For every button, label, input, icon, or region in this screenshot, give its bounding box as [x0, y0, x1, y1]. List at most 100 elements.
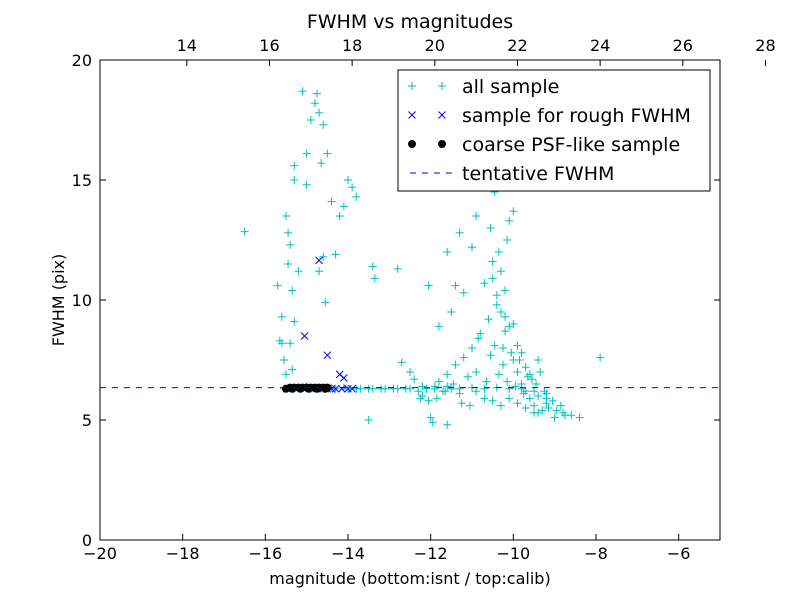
- point-s0-145: [441, 387, 450, 396]
- point-s0-27: [335, 212, 344, 220]
- point-s0-179: [542, 389, 551, 398]
- point-s0-83: [476, 329, 485, 338]
- x-tick-label: −20: [83, 544, 117, 563]
- point-s0-133: [494, 370, 503, 379]
- point-s0-169: [418, 382, 427, 391]
- point-s0-21: [319, 120, 328, 129]
- point-s0-43: [443, 420, 452, 429]
- point-s0-10: [290, 161, 299, 170]
- point-s0-25: [327, 197, 336, 206]
- point-s0-35: [393, 264, 402, 273]
- point-s0-11: [294, 267, 303, 276]
- point-s0-100: [501, 312, 510, 321]
- point-s0-36: [397, 358, 406, 367]
- point-s0-58: [496, 308, 505, 316]
- point-s0-140: [490, 341, 499, 350]
- point-s0-44: [434, 322, 443, 331]
- point-s0-13: [302, 180, 311, 189]
- axes: −20 −18 −16 −14 −12 −10 −8 −6 0 5 10 15 20 14 16 18 20 22…: [72, 36, 776, 563]
- point-s0-107: [463, 372, 472, 381]
- legend-marker-1b: [438, 111, 446, 119]
- point-s0-46: [451, 281, 460, 290]
- top-tick-label: 14: [177, 36, 197, 55]
- point-s0-131: [474, 334, 483, 343]
- point-s0-4: [279, 356, 288, 364]
- point-s0-20: [317, 159, 326, 168]
- point-s1-0: [315, 256, 323, 265]
- point-s0-17: [313, 89, 321, 98]
- y-tick-label: 0: [82, 531, 92, 550]
- point-s0-112: [422, 384, 431, 393]
- legend-box: [397, 69, 711, 192]
- point-s0-178: [530, 387, 538, 396]
- point-s0-80: [501, 286, 510, 295]
- point-s0-176: [505, 384, 514, 393]
- point-s0-168: [406, 384, 414, 393]
- point-s0-143: [457, 399, 466, 408]
- point-s0-96: [530, 408, 538, 417]
- point-s0-34: [364, 416, 373, 424]
- legend-marker-1a: [408, 111, 416, 119]
- point-s2-11: [288, 384, 297, 393]
- point-s0-5: [282, 370, 290, 379]
- point-s0-172: [455, 384, 464, 393]
- point-s0-76: [505, 216, 514, 225]
- point-s0-94: [513, 399, 522, 408]
- point-s0-148: [416, 394, 425, 403]
- y-tick-label: 20: [72, 51, 92, 70]
- point-s0-49: [472, 212, 481, 220]
- point-s0-167: [561, 411, 569, 420]
- point-s0-163: [544, 404, 553, 412]
- point-s2-15: [321, 384, 330, 393]
- point-s0-99: [509, 320, 518, 328]
- point-s0-95: [521, 404, 530, 412]
- plot-area: [100, 70, 720, 429]
- legend-marker-0a: [408, 82, 416, 90]
- point-s0-136: [519, 389, 528, 398]
- point-s0-125: [277, 339, 286, 348]
- point-s0-146: [432, 394, 441, 403]
- legend: all sample sample for rough FWHM coarse PS…: [397, 69, 711, 192]
- point-s2-12: [296, 384, 305, 393]
- point-s0-164: [548, 396, 557, 405]
- point-s0-0: [240, 227, 249, 236]
- y-tick-label: 5: [82, 411, 92, 430]
- point-s0-82: [484, 315, 493, 324]
- point-s0-185: [368, 384, 377, 393]
- point-s0-84: [468, 344, 476, 352]
- point-s0-97: [521, 363, 530, 372]
- point-s1-2: [323, 351, 332, 360]
- point-s0-26: [331, 250, 340, 259]
- point-s1-10: [348, 384, 356, 393]
- point-s0-85: [459, 353, 468, 362]
- top-tick-label: 24: [590, 36, 610, 55]
- legend-label-2: coarse PSF-like sample: [462, 134, 680, 156]
- point-s0-88: [434, 377, 443, 386]
- point-s0-60: [505, 322, 514, 331]
- point-s0-126: [286, 339, 295, 348]
- point-s0-128: [290, 317, 299, 326]
- point-s0-159: [515, 356, 524, 364]
- point-s0-161: [532, 380, 541, 388]
- point-s0-9: [290, 176, 299, 184]
- point-s0-38: [410, 375, 419, 384]
- point-s0-165: [552, 406, 561, 415]
- point-s0-149: [503, 236, 512, 244]
- point-s0-28: [339, 202, 348, 211]
- point-s0-171: [443, 382, 452, 391]
- legend-label-3: tentative FWHM: [462, 163, 614, 185]
- y-tick-label: 10: [72, 291, 92, 310]
- point-s0-74: [596, 353, 605, 362]
- point-s0-3: [277, 312, 286, 321]
- point-s0-29: [344, 176, 352, 184]
- point-s0-134: [503, 377, 512, 386]
- point-s0-81: [492, 300, 501, 309]
- point-s0-109: [447, 384, 456, 393]
- point-s0-91: [488, 396, 497, 405]
- point-s1-4: [340, 374, 348, 382]
- point-s0-45: [447, 308, 456, 316]
- point-s0-113: [414, 387, 423, 396]
- point-s0-135: [511, 382, 520, 391]
- x-tick-label: −10: [496, 544, 530, 563]
- point-s0-79: [480, 279, 489, 288]
